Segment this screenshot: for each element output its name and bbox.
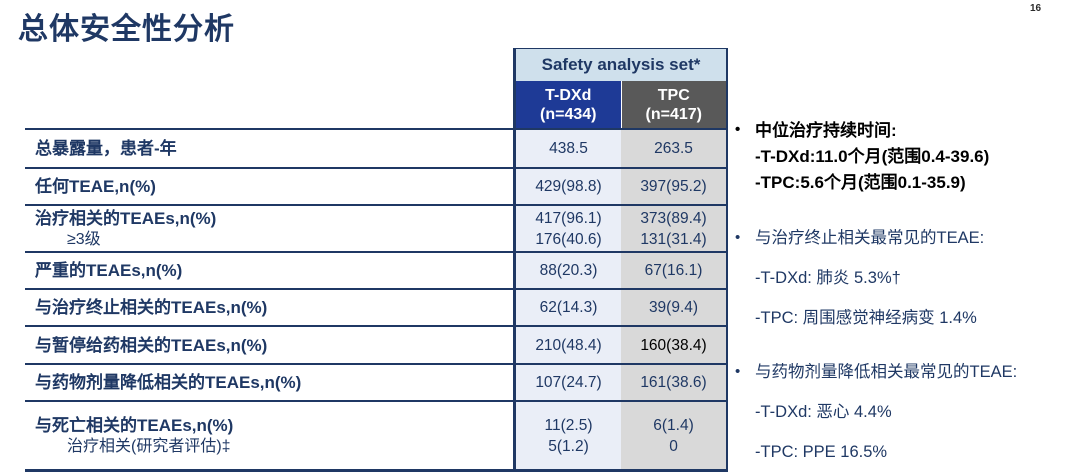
row-label-death-teaes: 与死亡相关的TEAEs,n(%) <box>35 415 234 435</box>
note-title: 与药物剂量降低相关最常见的TEAE: <box>755 363 1018 381</box>
cell-value: 39(9.4) <box>648 299 699 316</box>
cell-value: 62(14.3) <box>539 299 598 316</box>
table-row-label: 严重的TEAEs,n(%) <box>25 253 513 290</box>
table-cell: 11(2.5) 5(1.2) <box>516 402 621 472</box>
cell-value: 160(38.4) <box>640 336 707 354</box>
table-row-label: 治疗相关的TEAEs,n(%) ≥3级 <box>25 206 513 253</box>
bullet-icon: • <box>735 121 741 138</box>
row-label-any-teae: 任何TEAE,n(%) <box>35 177 156 196</box>
table-header-safety-analysis-set: Safety analysis set* <box>513 48 728 81</box>
cell-value: 67(16.1) <box>644 262 703 279</box>
note-median-treatment-duration: • 中位治疗持续时间: -T-DXd:11.0个月(范围0.4-39.6) -T… <box>735 118 1075 196</box>
page-title: 总体安全性分析 <box>18 13 235 46</box>
note-line: -TPC: 周围感觉神经病变 1.4% <box>755 309 977 327</box>
page-number: 16 <box>1030 3 1042 14</box>
table-cell: 429(98.8) <box>516 169 621 206</box>
table-cell: 67(16.1) <box>621 253 726 290</box>
bullet-icon: • <box>735 363 741 380</box>
table-cell: 39(9.4) <box>621 290 726 327</box>
column-header-tpc: TPC (n=417) <box>620 81 726 128</box>
table-cell: 88(20.3) <box>516 253 621 290</box>
note-most-common-dose-reduction-teae: • 与药物剂量降低相关最常见的TEAE: -T-DXd: 恶心 4.4% -TP… <box>735 360 1075 464</box>
cell-value: 11(2.5) <box>544 416 593 434</box>
table-row-label: 任何TEAE,n(%) <box>25 169 513 206</box>
table-row-label: 与药物剂量降低相关的TEAEs,n(%) <box>25 365 513 402</box>
cell-value: 88(20.3) <box>539 262 598 279</box>
row-label-treatment-related-teaes: 治疗相关的TEAEs,n(%) <box>35 208 217 228</box>
cell-value: 5(1.2) <box>548 437 589 455</box>
table-cell: 161(38.6) <box>621 365 726 402</box>
note-most-common-discontinuation-teae: • 与治疗终止相关最常见的TEAE: -T-DXd: 肺炎 5.3%† -TPC… <box>735 226 1075 330</box>
column-header-tpc-name: TPC <box>657 86 690 104</box>
column-header-tdxd-n: (n=434) <box>540 105 597 123</box>
table-data-column-tdxd: 438.5 429(98.8) 417(96.1) 176(40.6) 88(2… <box>513 128 621 472</box>
cell-value: 0 <box>669 437 678 455</box>
cell-value: 161(38.6) <box>640 374 707 391</box>
cell-value: 6(1.4) <box>653 416 694 434</box>
table-row-label: 总暴露量，患者-年 <box>25 130 513 169</box>
column-header-tdxd-name: T-DXd <box>545 86 592 104</box>
cell-value: 438.5 <box>549 140 588 157</box>
note-title: 中位治疗持续时间: <box>755 121 897 140</box>
row-sublabel-grade3: ≥3级 <box>67 230 101 248</box>
table-row-label: 与暂停给药相关的TEAEs,n(%) <box>25 327 513 365</box>
column-header-tpc-n: (n=417) <box>645 105 702 123</box>
table-label-column: 总暴露量，患者-年 任何TEAE,n(%) 治疗相关的TEAEs,n(%) ≥3… <box>25 128 513 472</box>
table-cell: 160(38.4) <box>621 327 726 365</box>
cell-value: 417(96.1) <box>535 209 602 227</box>
row-sublabel-treatment-related-investigator: 治疗相关(研究者评估)‡ <box>67 437 231 455</box>
note-line: -T-DXd: 肺炎 5.3%† <box>755 269 901 287</box>
table-cell: 438.5 <box>516 130 621 169</box>
note-line: -T-DXd: 恶心 4.4% <box>755 403 892 421</box>
note-line: -T-DXd:11.0个月(范围0.4-39.6) <box>755 147 990 166</box>
table-cell: 417(96.1) 176(40.6) <box>516 206 621 253</box>
cell-value: 373(89.4) <box>640 209 707 227</box>
table-column-headers: T-DXd (n=434) TPC (n=417) <box>513 81 728 128</box>
cell-value: 176(40.6) <box>535 230 602 248</box>
row-label-dose-reduction-teaes: 与药物剂量降低相关的TEAEs,n(%) <box>35 373 302 392</box>
table-cell: 373(89.4) 131(31.4) <box>621 206 726 253</box>
row-label-discontinuation-teaes: 与治疗终止相关的TEAEs,n(%) <box>35 298 268 317</box>
cell-value: 131(31.4) <box>640 230 707 248</box>
table-row-label: 与死亡相关的TEAEs,n(%) 治疗相关(研究者评估)‡ <box>25 402 513 472</box>
cell-value: 397(95.2) <box>640 178 707 195</box>
row-label-serious-teaes: 严重的TEAEs,n(%) <box>35 261 183 280</box>
note-line: -TPC:5.6个月(范围0.1-35.9) <box>755 173 966 192</box>
row-label-total-exposure: 总暴露量，患者-年 <box>35 139 177 158</box>
table-cell: 263.5 <box>621 130 726 169</box>
table-row-label: 与治疗终止相关的TEAEs,n(%) <box>25 290 513 327</box>
cell-value: 210(48.4) <box>535 336 602 354</box>
column-header-tdxd: T-DXd (n=434) <box>516 81 621 128</box>
table-data-column-tpc: 263.5 397(95.2) 373(89.4) 131(31.4) 67(1… <box>621 128 728 472</box>
table-cell: 62(14.3) <box>516 290 621 327</box>
bullet-icon: • <box>735 229 741 246</box>
note-line: -TPC: PPE 16.5% <box>755 443 888 461</box>
row-label-interruption-teaes: 与暂停给药相关的TEAEs,n(%) <box>35 335 268 355</box>
note-title: 与治疗终止相关最常见的TEAE: <box>755 229 985 247</box>
table-cell: 107(24.7) <box>516 365 621 402</box>
table-cell: 397(95.2) <box>621 169 726 206</box>
cell-value: 263.5 <box>654 140 693 157</box>
cell-value: 107(24.7) <box>535 374 602 391</box>
table-cell: 210(48.4) <box>516 327 621 365</box>
cell-value: 429(98.8) <box>535 178 602 195</box>
table-cell: 6(1.4) 0 <box>621 402 726 472</box>
